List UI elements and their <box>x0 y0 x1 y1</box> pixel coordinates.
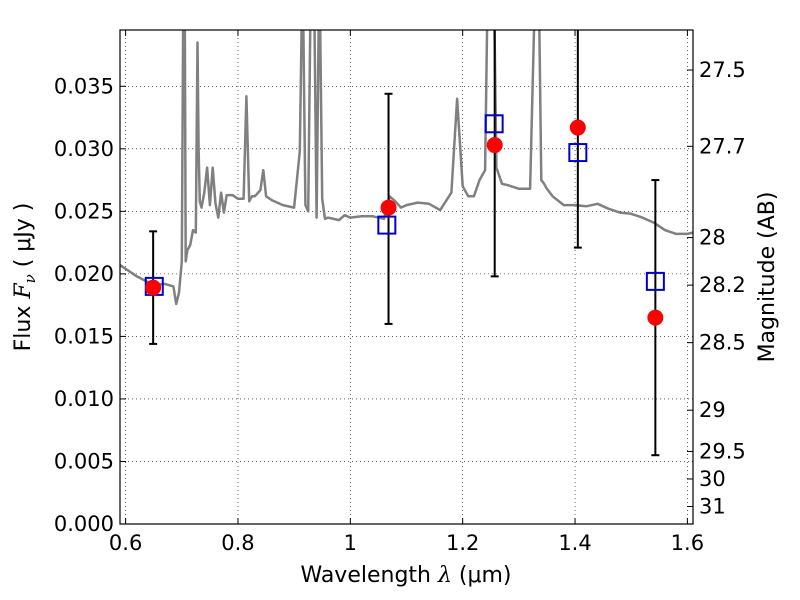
magnitude-tick-label: 30 <box>699 467 726 491</box>
grid <box>120 30 693 524</box>
magnitude-tick-label: 28.5 <box>699 331 746 355</box>
x-axis-label: Wavelength λ (μm) <box>300 563 511 588</box>
magnitude-tick-label: 27.7 <box>699 134 746 158</box>
y-tick-label: 0.035 <box>54 74 114 98</box>
observed-point <box>145 279 162 296</box>
spectrum-line <box>120 30 693 306</box>
x-tick-label: 1.2 <box>446 531 479 555</box>
magnitude-tick-label: 31 <box>699 494 726 518</box>
model-spectrum <box>120 30 693 306</box>
y-tick-label: 0.025 <box>54 199 114 223</box>
right-axis-label: Magnitude (AB) <box>755 192 780 363</box>
observed-flux-points <box>145 119 664 326</box>
y-axis-label: Flux Fν ( μJy ) <box>11 203 39 352</box>
magnitude-tick-label: 27.5 <box>699 58 746 82</box>
y-tick-label: 0.020 <box>54 262 114 286</box>
x-tick-label: 1.4 <box>558 531 591 555</box>
magnitude-tick-label: 28.2 <box>699 273 746 297</box>
x-tick-label: 0.8 <box>221 531 254 555</box>
model-point <box>484 114 504 134</box>
magnitude-tick-label: 29 <box>699 398 726 422</box>
y-axis-ticks: 0.000 0.005 0.010 0.015 0.020 0.025 0.030 0.035 <box>54 74 126 536</box>
y-tick-label: 0.000 <box>54 512 114 536</box>
x-tick-label: 0.6 <box>109 531 142 555</box>
y-tick-label: 0.005 <box>54 449 114 473</box>
x-tick-label: 1 <box>344 531 357 555</box>
y-tick-label: 0.010 <box>54 387 114 411</box>
observed-point <box>569 119 586 136</box>
y-tick-label: 0.030 <box>54 137 114 161</box>
model-point <box>377 215 397 235</box>
plot-frame <box>119 29 694 525</box>
error-bars <box>149 30 660 457</box>
x-axis-ticks: 0.6 0.8 1 1.2 1.4 1.6 <box>109 30 704 555</box>
magnitude-tick-label: 28 <box>699 226 726 250</box>
magnitude-tick-label: 29.5 <box>699 439 746 463</box>
x-tick-label: 1.6 <box>671 531 704 555</box>
y-tick-label: 0.015 <box>54 324 114 348</box>
model-point <box>645 271 665 291</box>
model-point <box>568 143 588 163</box>
observed-point <box>486 137 503 154</box>
magnitude-axis-ticks: 27.5 27.7 28 28.2 28.5 29 29.5 30 31 <box>687 58 746 518</box>
observed-point <box>380 199 397 216</box>
observed-point <box>647 309 664 326</box>
